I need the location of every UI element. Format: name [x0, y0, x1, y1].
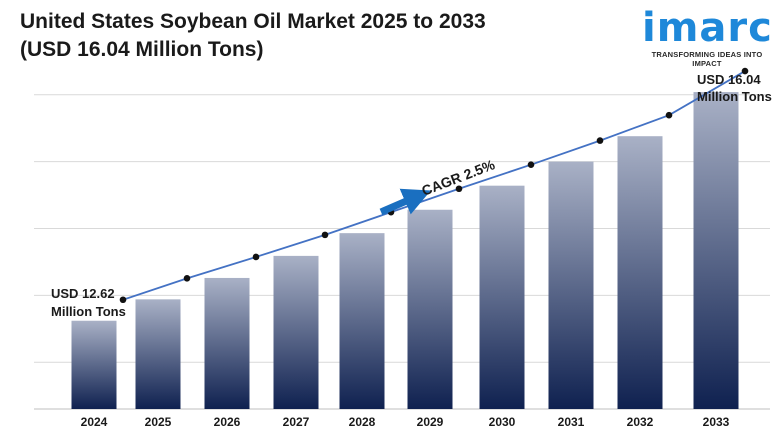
trend-point-2026 — [252, 253, 260, 261]
x-tick-2027: 2027 — [283, 415, 310, 429]
x-tick-2024: 2024 — [81, 415, 108, 429]
trend-point-2029 — [455, 185, 463, 193]
x-tick-2026: 2026 — [214, 415, 241, 429]
trend-point-2024 — [119, 296, 127, 304]
start-value-label-line-2: Million Tons — [51, 304, 126, 319]
trend-point-2031 — [596, 137, 604, 144]
x-axis-ticks: 2024 2025 2026 2027 2028 2029 2030 2031 2032 2033 — [81, 415, 730, 429]
bar-2025 — [135, 299, 181, 409]
bar-2024 — [71, 320, 117, 409]
end-value-label-line-1: USD 16.04 — [697, 72, 761, 87]
x-tick-2029: 2029 — [417, 415, 444, 429]
x-tick-2025: 2025 — [145, 415, 172, 429]
start-value-label-line-1: USD 12.62 — [51, 286, 115, 301]
x-tick-2030: 2030 — [489, 415, 516, 429]
x-tick-2033: 2033 — [703, 415, 730, 429]
bars — [71, 92, 739, 409]
imarc-logo: imarc TRANSFORMING IDEAS INTO IMPACT — [642, 8, 772, 68]
bar-2032 — [617, 136, 663, 409]
bar-2029 — [407, 209, 453, 409]
x-tick-2028: 2028 — [349, 415, 376, 429]
trend-point-2027 — [321, 231, 329, 239]
bar-2031 — [548, 161, 594, 409]
chart-title: United States Soybean Oil Market 2025 to… — [20, 8, 486, 64]
x-tick-2031: 2031 — [558, 415, 585, 429]
bar-2030 — [479, 185, 525, 409]
title-line-2: (USD 16.04 Million Tons) — [20, 38, 264, 61]
trend-point-2025 — [183, 275, 191, 282]
bar-2028 — [339, 233, 385, 409]
trend-point-2032 — [665, 111, 673, 119]
bar-2027 — [273, 255, 319, 409]
logo-tagline: TRANSFORMING IDEAS INTO IMPACT — [651, 50, 763, 68]
cagr-arrow — [379, 188, 431, 216]
trend-point-2030 — [527, 161, 535, 168]
title-line-1: United States Soybean Oil Market 2025 to… — [20, 10, 486, 33]
logo-wordmark: imarc — [642, 5, 773, 51]
end-value-label-line-2: Million Tons — [697, 89, 772, 104]
bar-2033 — [693, 92, 739, 409]
x-tick-2032: 2032 — [627, 415, 654, 429]
trend-point-2033 — [741, 67, 749, 75]
bar-2026 — [204, 277, 250, 409]
